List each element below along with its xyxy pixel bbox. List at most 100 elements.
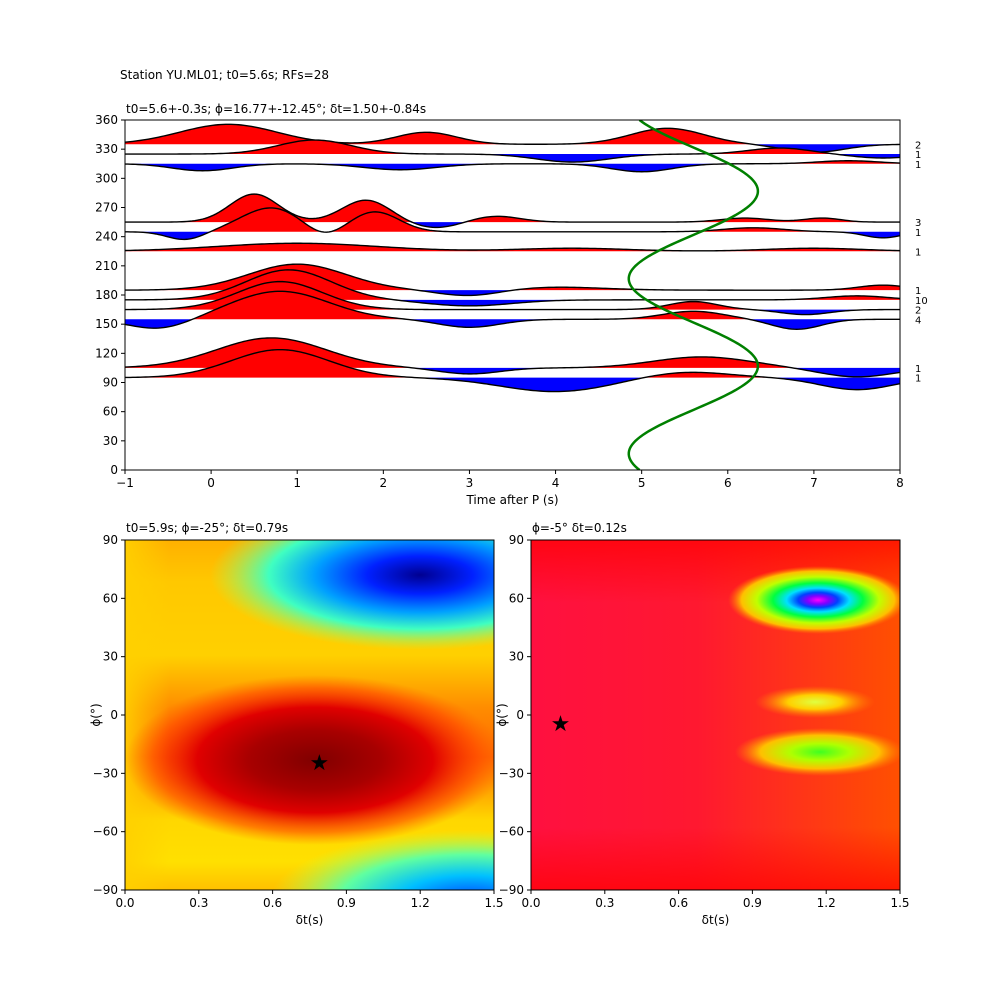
- misfit-map-left: t0=5.9s; ϕ=-25°; δt=0.79s 0.0 0.3 0.6 0.9 1.…: [89, 521, 504, 927]
- rf-trace-count-label: 2: [915, 306, 921, 317]
- panel-right-ytick-label: −90: [499, 883, 524, 897]
- panel-left-xtick-label: 0.6: [263, 896, 282, 910]
- rf-trace-count-label: 1: [915, 364, 921, 375]
- panel-right-ytick-label: −30: [499, 766, 524, 780]
- misfit-heatmap-right: [531, 540, 900, 890]
- panel-right-ylabel: ϕ(°): [495, 703, 509, 726]
- rf-trace: [125, 242, 900, 252]
- rf-trace-line: [125, 290, 900, 330]
- panel-right-xtick-label: 0.9: [743, 896, 762, 910]
- panel-right-ytick-label: 90: [509, 533, 524, 547]
- rf-trace-positive-fill: [125, 243, 900, 252]
- receiver-function-panel: t0=5.6+-0.3s; ϕ=16.77+-12.45°; δt=1.50+-…: [95, 102, 928, 507]
- rf-trace-line: [125, 337, 900, 378]
- panel-right-xtick-label: 0.3: [595, 896, 614, 910]
- panel-top-ytick-label: 210: [95, 259, 118, 273]
- rf-trace-count-label: 2: [915, 140, 921, 151]
- panel-left-ytick-label: −60: [93, 825, 118, 839]
- panel-right-xtick-label: 0.6: [669, 896, 688, 910]
- misfit-heatmap-left: [125, 540, 494, 890]
- panel-top-xtick-label: 5: [638, 476, 646, 490]
- best-fit-marker-right: ★: [551, 712, 571, 737]
- rf-trace-count-label: 4: [915, 315, 921, 326]
- panel-right-ytick-label: 60: [509, 591, 524, 605]
- panel-left-ytick-label: 90: [103, 533, 118, 547]
- rf-trace-negative-fill: [125, 377, 900, 392]
- panel-right-xlabel: δt(s): [702, 913, 730, 927]
- panel-right-axes: 0.0 0.3 0.6 0.9 1.2 1.5 −90 −60 −30 0 30 60 90: [499, 533, 910, 910]
- panel-left-xtick-label: 0.0: [115, 896, 134, 910]
- rf-trace-line: [125, 193, 900, 229]
- panel-left-xtick-label: 1.5: [484, 896, 503, 910]
- rf-trace-line: [125, 269, 900, 307]
- rf-trace-line: [125, 263, 900, 297]
- rf-trace-line: [125, 207, 900, 241]
- rf-trace-positive-fill: [125, 207, 900, 232]
- rf-trace-negative-fill: [125, 319, 900, 330]
- rf-trace: [125, 290, 900, 330]
- rf-trace-count-label: 1: [915, 228, 921, 239]
- panel-top-ytick-label: 360: [95, 113, 118, 127]
- model-delay-curve: [627, 120, 760, 470]
- panel-right-ytick-label: 30: [509, 650, 524, 664]
- rf-trace-line: [125, 348, 900, 393]
- rf-trace-count-label: 1: [915, 286, 921, 297]
- panel-left-ytick-label: −30: [93, 766, 118, 780]
- rf-trace-count-label: 1: [915, 150, 921, 161]
- panel-right-xtick-label: 0.0: [521, 896, 540, 910]
- panel-right-title: ϕ=-5° δt=0.12s: [532, 521, 627, 535]
- rf-trace: [125, 139, 900, 163]
- rf-trace: [125, 123, 900, 154]
- panel-top-axes: −1 0 1 2 3 4 5 6 7 803060901201501802102402703003…: [95, 113, 928, 490]
- rf-trace-line: [125, 280, 900, 316]
- panel-top-ytick-label: 30: [103, 434, 118, 448]
- rf-trace-positive-fill: [125, 349, 900, 378]
- panel-top-ytick-label: 120: [95, 346, 118, 360]
- panel-left-title: t0=5.9s; ϕ=-25°; δt=0.79s: [126, 521, 288, 535]
- rf-trace-positive-fill: [125, 140, 900, 155]
- panel-top-ytick-label: 90: [103, 376, 118, 390]
- panel-left-ylabel: ϕ(°): [89, 703, 103, 726]
- rf-trace-negative-fill: [125, 154, 900, 163]
- rf-trace: [125, 348, 900, 393]
- panel-left-ytick-label: 30: [103, 650, 118, 664]
- panel-left-xtick-label: 1.2: [411, 896, 430, 910]
- panel-top-ytick-label: 180: [95, 288, 118, 302]
- panel-top-xtick-label: −1: [116, 476, 134, 490]
- panel-right-xtick-label: 1.2: [817, 896, 836, 910]
- panel-left-xtick-label: 0.3: [189, 896, 208, 910]
- panel-left-ytick-label: 0: [110, 708, 118, 722]
- panel-top-xtick-label: 6: [724, 476, 732, 490]
- rf-trace-count-label: 1: [915, 374, 921, 385]
- panel-right-xtick-label: 1.5: [890, 896, 909, 910]
- panel-left-ytick-label: 60: [103, 591, 118, 605]
- rf-trace-negative-fill: [125, 231, 900, 240]
- rf-trace-line: [125, 242, 900, 252]
- rf-trace: [125, 193, 900, 229]
- figure-suptitle: Station YU.ML01; t0=5.6s; RFs=28: [120, 68, 329, 82]
- waveform-area: [125, 120, 900, 470]
- rf-trace-positive-fill: [125, 160, 900, 164]
- rf-trace-count-label: 10: [915, 296, 928, 307]
- panel-top-ytick-label: 60: [103, 405, 118, 419]
- panel-top-xtick-label: 0: [207, 476, 215, 490]
- rf-trace-negative-fill: [125, 163, 900, 172]
- rf-trace-negative-fill: [125, 309, 900, 315]
- panel-top-xtick-label: 7: [810, 476, 818, 490]
- panel-left-axes: 0.0 0.3 0.6 0.9 1.2 1.5 −90 −60 −30 0 30 60 90: [93, 533, 504, 910]
- panel-top-ytick-label: 270: [95, 201, 118, 215]
- panel-top-xtick-label: 8: [896, 476, 904, 490]
- rf-trace: [125, 207, 900, 241]
- best-fit-marker-left: ★: [309, 751, 329, 776]
- panel-top-xtick-label: 2: [380, 476, 388, 490]
- rf-trace-line: [125, 123, 900, 154]
- panel-right-ytick-label: 0: [516, 708, 524, 722]
- rf-trace-line: [125, 160, 900, 173]
- panel-top-xtick-label: 3: [466, 476, 474, 490]
- panel-top-ytick-label: 330: [95, 142, 118, 156]
- panel-top-ytick-label: 0: [110, 463, 118, 477]
- rf-trace: [125, 160, 900, 173]
- panel-left-xtick-label: 0.9: [337, 896, 356, 910]
- misfit-map-right: ϕ=-5° δt=0.12s 0.0 0.3 0.6 0.9 1.2 1.5 −90 −60 −…: [495, 521, 910, 927]
